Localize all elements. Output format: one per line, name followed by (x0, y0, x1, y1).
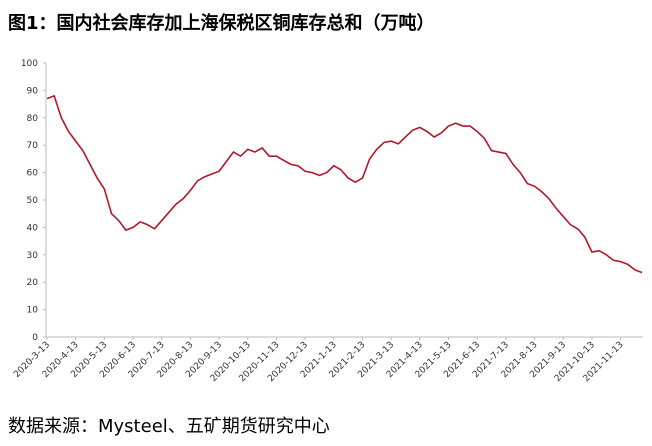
y-tick-label: 50 (27, 196, 39, 206)
y-tick-label: 30 (27, 251, 39, 261)
y-tick-label: 80 (27, 114, 39, 124)
source-note: 数据来源：Mysteel、五矿期货研究中心 (8, 416, 330, 437)
y-tick-label: 20 (27, 278, 39, 288)
y-tick-label: 70 (27, 141, 39, 151)
y-tick-label: 40 (27, 223, 39, 233)
y-tick-label: 100 (21, 59, 38, 69)
y-tick-label: 90 (27, 86, 39, 96)
data-line (46, 94, 643, 274)
y-tick-label: 10 (27, 306, 39, 316)
y-tick-label: 60 (27, 169, 39, 179)
y-tick-label: 0 (32, 333, 38, 343)
chart-title: 图1：国内社会库存加上海保税区铜库存总和（万吨） (8, 12, 435, 34)
